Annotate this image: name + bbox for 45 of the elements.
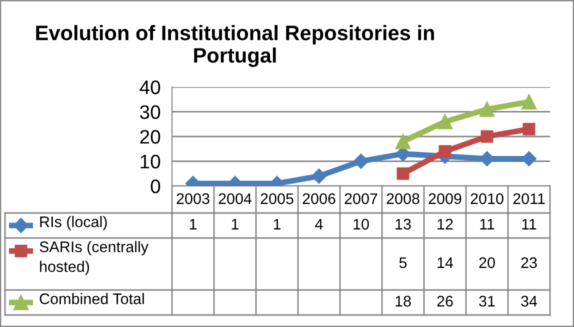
data-label: 20 <box>479 257 495 268</box>
x-tick-label: 2011 <box>513 193 545 204</box>
data-label: 4 <box>315 218 323 230</box>
legend-label: Combined Total <box>40 293 144 304</box>
data-label: 13 <box>396 218 411 230</box>
y-tick-label: 30 <box>140 105 160 119</box>
y-tick-label: 40 <box>140 80 160 94</box>
point <box>480 130 494 143</box>
x-tick-label: 2010 <box>470 193 504 204</box>
x-tick-label: 2008 <box>386 193 420 204</box>
point <box>396 167 410 180</box>
data-label: 5 <box>399 257 407 268</box>
y-tick-label: 10 <box>140 154 160 168</box>
data-label: 1 <box>190 218 197 230</box>
point <box>353 154 369 169</box>
legend-label: RIs (local) <box>40 216 107 230</box>
x-tick-label: 2006 <box>302 193 336 204</box>
data-label: 23 <box>521 257 537 268</box>
data-label: 11 <box>480 218 494 230</box>
data-label: 11 <box>522 218 536 230</box>
x-tick-label: 2005 <box>260 193 294 204</box>
chart-title: Evolution of Institutional Repositories in Portugal <box>36 25 434 67</box>
data-label: 14 <box>438 257 454 268</box>
data-label: 26 <box>437 296 453 307</box>
point <box>479 102 495 117</box>
y-tick-label: 0 <box>150 179 160 194</box>
point <box>395 134 411 150</box>
legend-label: SARIs (centrally hosted) <box>40 241 148 276</box>
data-label: 34 <box>521 296 538 307</box>
x-tick-label: 2003 <box>176 193 210 204</box>
x-tick-label: 2009 <box>428 193 462 204</box>
data-label: 10 <box>354 218 369 230</box>
data-label: 31 <box>479 296 495 307</box>
data-label: 12 <box>438 218 453 230</box>
point <box>522 122 536 136</box>
data-label: 18 <box>396 296 411 307</box>
point <box>438 145 452 158</box>
point <box>311 168 327 184</box>
data-label: 1 <box>232 218 239 230</box>
y-tick-label: 20 <box>140 130 160 144</box>
point <box>437 114 453 130</box>
x-tick-label: 2007 <box>344 193 378 204</box>
x-tick-label: 2004 <box>218 193 252 204</box>
data-label: 1 <box>274 218 281 230</box>
point <box>521 94 537 110</box>
